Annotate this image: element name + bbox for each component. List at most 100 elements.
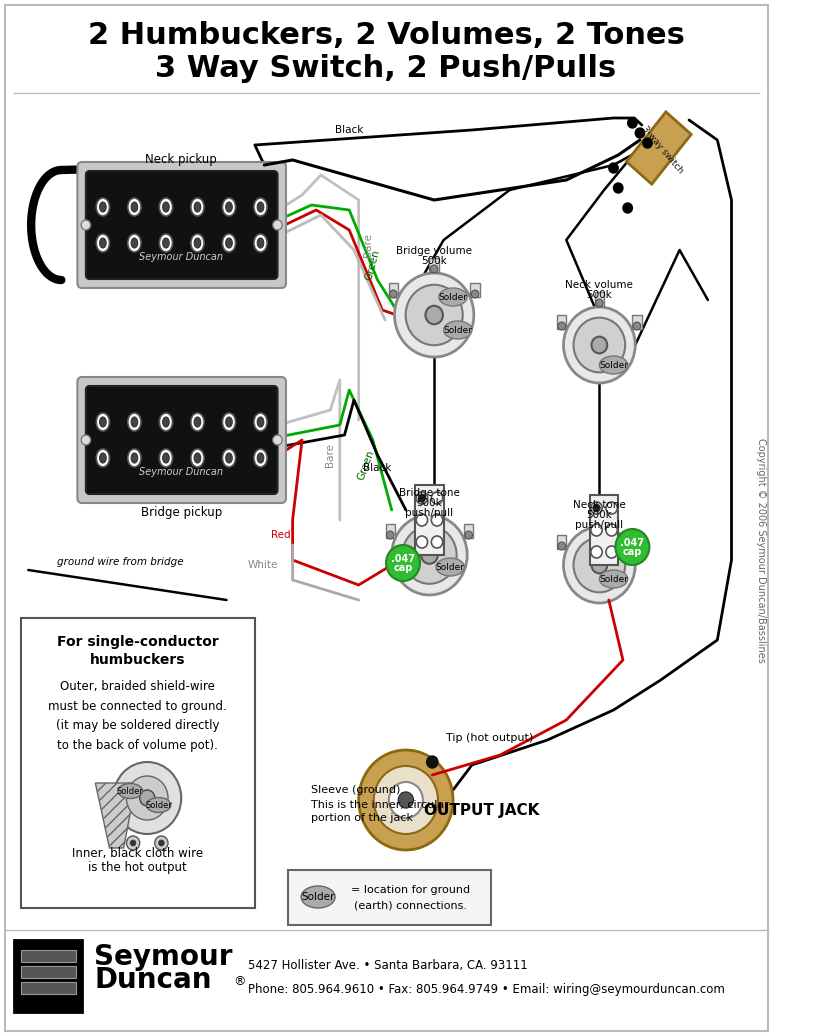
Ellipse shape — [131, 238, 138, 248]
Text: Solder: Solder — [117, 786, 143, 796]
Circle shape — [402, 526, 457, 584]
Circle shape — [573, 318, 625, 372]
Text: Copyright © 2006 Seymour Duncan/Basslines: Copyright © 2006 Seymour Duncan/Bassline… — [756, 437, 766, 662]
Circle shape — [426, 507, 433, 515]
Circle shape — [606, 524, 618, 536]
Circle shape — [615, 529, 649, 565]
Circle shape — [113, 762, 181, 834]
Circle shape — [391, 515, 467, 595]
Ellipse shape — [254, 198, 267, 215]
Text: OUTPUT JACK: OUTPUT JACK — [423, 803, 539, 817]
Ellipse shape — [257, 453, 264, 463]
Circle shape — [416, 514, 428, 526]
Text: Tip (hot output): Tip (hot output) — [446, 733, 532, 743]
Bar — [464, 524, 473, 538]
Bar — [20, 982, 75, 994]
Text: 5427 Hollister Ave. • Santa Barbara, CA. 93111: 5427 Hollister Ave. • Santa Barbara, CA.… — [248, 959, 528, 973]
Ellipse shape — [226, 202, 233, 212]
Text: 3-way switch: 3-way switch — [640, 124, 685, 175]
Circle shape — [573, 538, 625, 593]
Ellipse shape — [226, 418, 233, 427]
Bar — [386, 524, 395, 538]
Circle shape — [373, 766, 438, 834]
Bar — [557, 535, 567, 549]
Text: Solder: Solder — [145, 801, 172, 809]
Text: 500k: 500k — [421, 256, 447, 266]
Ellipse shape — [97, 198, 110, 215]
Circle shape — [590, 546, 602, 558]
Text: Solder: Solder — [599, 575, 628, 583]
Circle shape — [558, 322, 566, 330]
Circle shape — [633, 542, 640, 550]
Ellipse shape — [128, 449, 141, 467]
Circle shape — [595, 299, 603, 307]
Circle shape — [558, 542, 566, 550]
Circle shape — [432, 514, 443, 526]
Text: 2 Humbuckers, 2 Volumes, 2 Tones: 2 Humbuckers, 2 Volumes, 2 Tones — [88, 21, 685, 50]
Circle shape — [636, 128, 645, 138]
Bar — [429, 258, 439, 272]
Text: humbuckers: humbuckers — [90, 653, 186, 667]
Text: Seymour Duncan: Seymour Duncan — [139, 467, 224, 477]
FancyBboxPatch shape — [78, 377, 286, 503]
Circle shape — [386, 545, 420, 581]
Circle shape — [563, 527, 636, 603]
Circle shape — [419, 494, 426, 502]
Ellipse shape — [223, 234, 236, 252]
Bar — [20, 950, 75, 962]
Bar — [632, 535, 641, 549]
Text: Bridge pickup: Bridge pickup — [141, 506, 222, 518]
Text: Solder: Solder — [301, 892, 335, 902]
Ellipse shape — [254, 449, 267, 467]
Ellipse shape — [163, 453, 170, 463]
Text: = location for ground: = location for ground — [351, 885, 470, 895]
Ellipse shape — [223, 198, 236, 215]
Circle shape — [623, 203, 632, 213]
Text: Black: Black — [335, 125, 364, 135]
Circle shape — [591, 337, 607, 353]
Ellipse shape — [100, 418, 106, 427]
Text: push/pull: push/pull — [405, 508, 454, 518]
Ellipse shape — [97, 234, 110, 252]
Circle shape — [627, 118, 637, 128]
Ellipse shape — [257, 202, 264, 212]
Text: cap: cap — [622, 547, 642, 557]
Circle shape — [126, 836, 140, 850]
Circle shape — [405, 285, 463, 345]
Bar — [590, 495, 618, 565]
Bar — [388, 283, 398, 297]
Text: is the hot output: is the hot output — [88, 862, 188, 874]
Ellipse shape — [191, 449, 204, 467]
Text: .047: .047 — [391, 554, 415, 564]
Ellipse shape — [194, 202, 201, 212]
Circle shape — [643, 138, 652, 148]
Ellipse shape — [128, 413, 141, 431]
Text: Neck volume: Neck volume — [565, 280, 633, 290]
Circle shape — [590, 502, 602, 514]
Ellipse shape — [439, 288, 467, 306]
Bar — [595, 292, 604, 306]
Circle shape — [593, 503, 600, 512]
Text: Solder: Solder — [436, 563, 464, 572]
Ellipse shape — [444, 321, 472, 339]
Bar — [20, 966, 75, 978]
Text: Bridge volume: Bridge volume — [396, 246, 473, 256]
Text: Outer, braided shield-wire
must be connected to ground.
(it may be soldered dire: Outer, braided shield-wire must be conne… — [48, 680, 227, 751]
Ellipse shape — [436, 558, 464, 576]
Ellipse shape — [163, 238, 170, 248]
Bar — [632, 315, 641, 329]
Ellipse shape — [257, 418, 264, 427]
Ellipse shape — [131, 453, 138, 463]
Text: 500k: 500k — [586, 290, 613, 300]
Circle shape — [416, 492, 428, 503]
Circle shape — [425, 306, 443, 324]
Ellipse shape — [600, 570, 627, 588]
Ellipse shape — [194, 238, 201, 248]
Ellipse shape — [223, 449, 236, 467]
Ellipse shape — [147, 798, 171, 812]
Text: Red: Red — [271, 530, 291, 540]
FancyBboxPatch shape — [86, 386, 278, 494]
Circle shape — [432, 492, 443, 503]
Ellipse shape — [301, 886, 335, 908]
Bar — [14, 940, 82, 1012]
